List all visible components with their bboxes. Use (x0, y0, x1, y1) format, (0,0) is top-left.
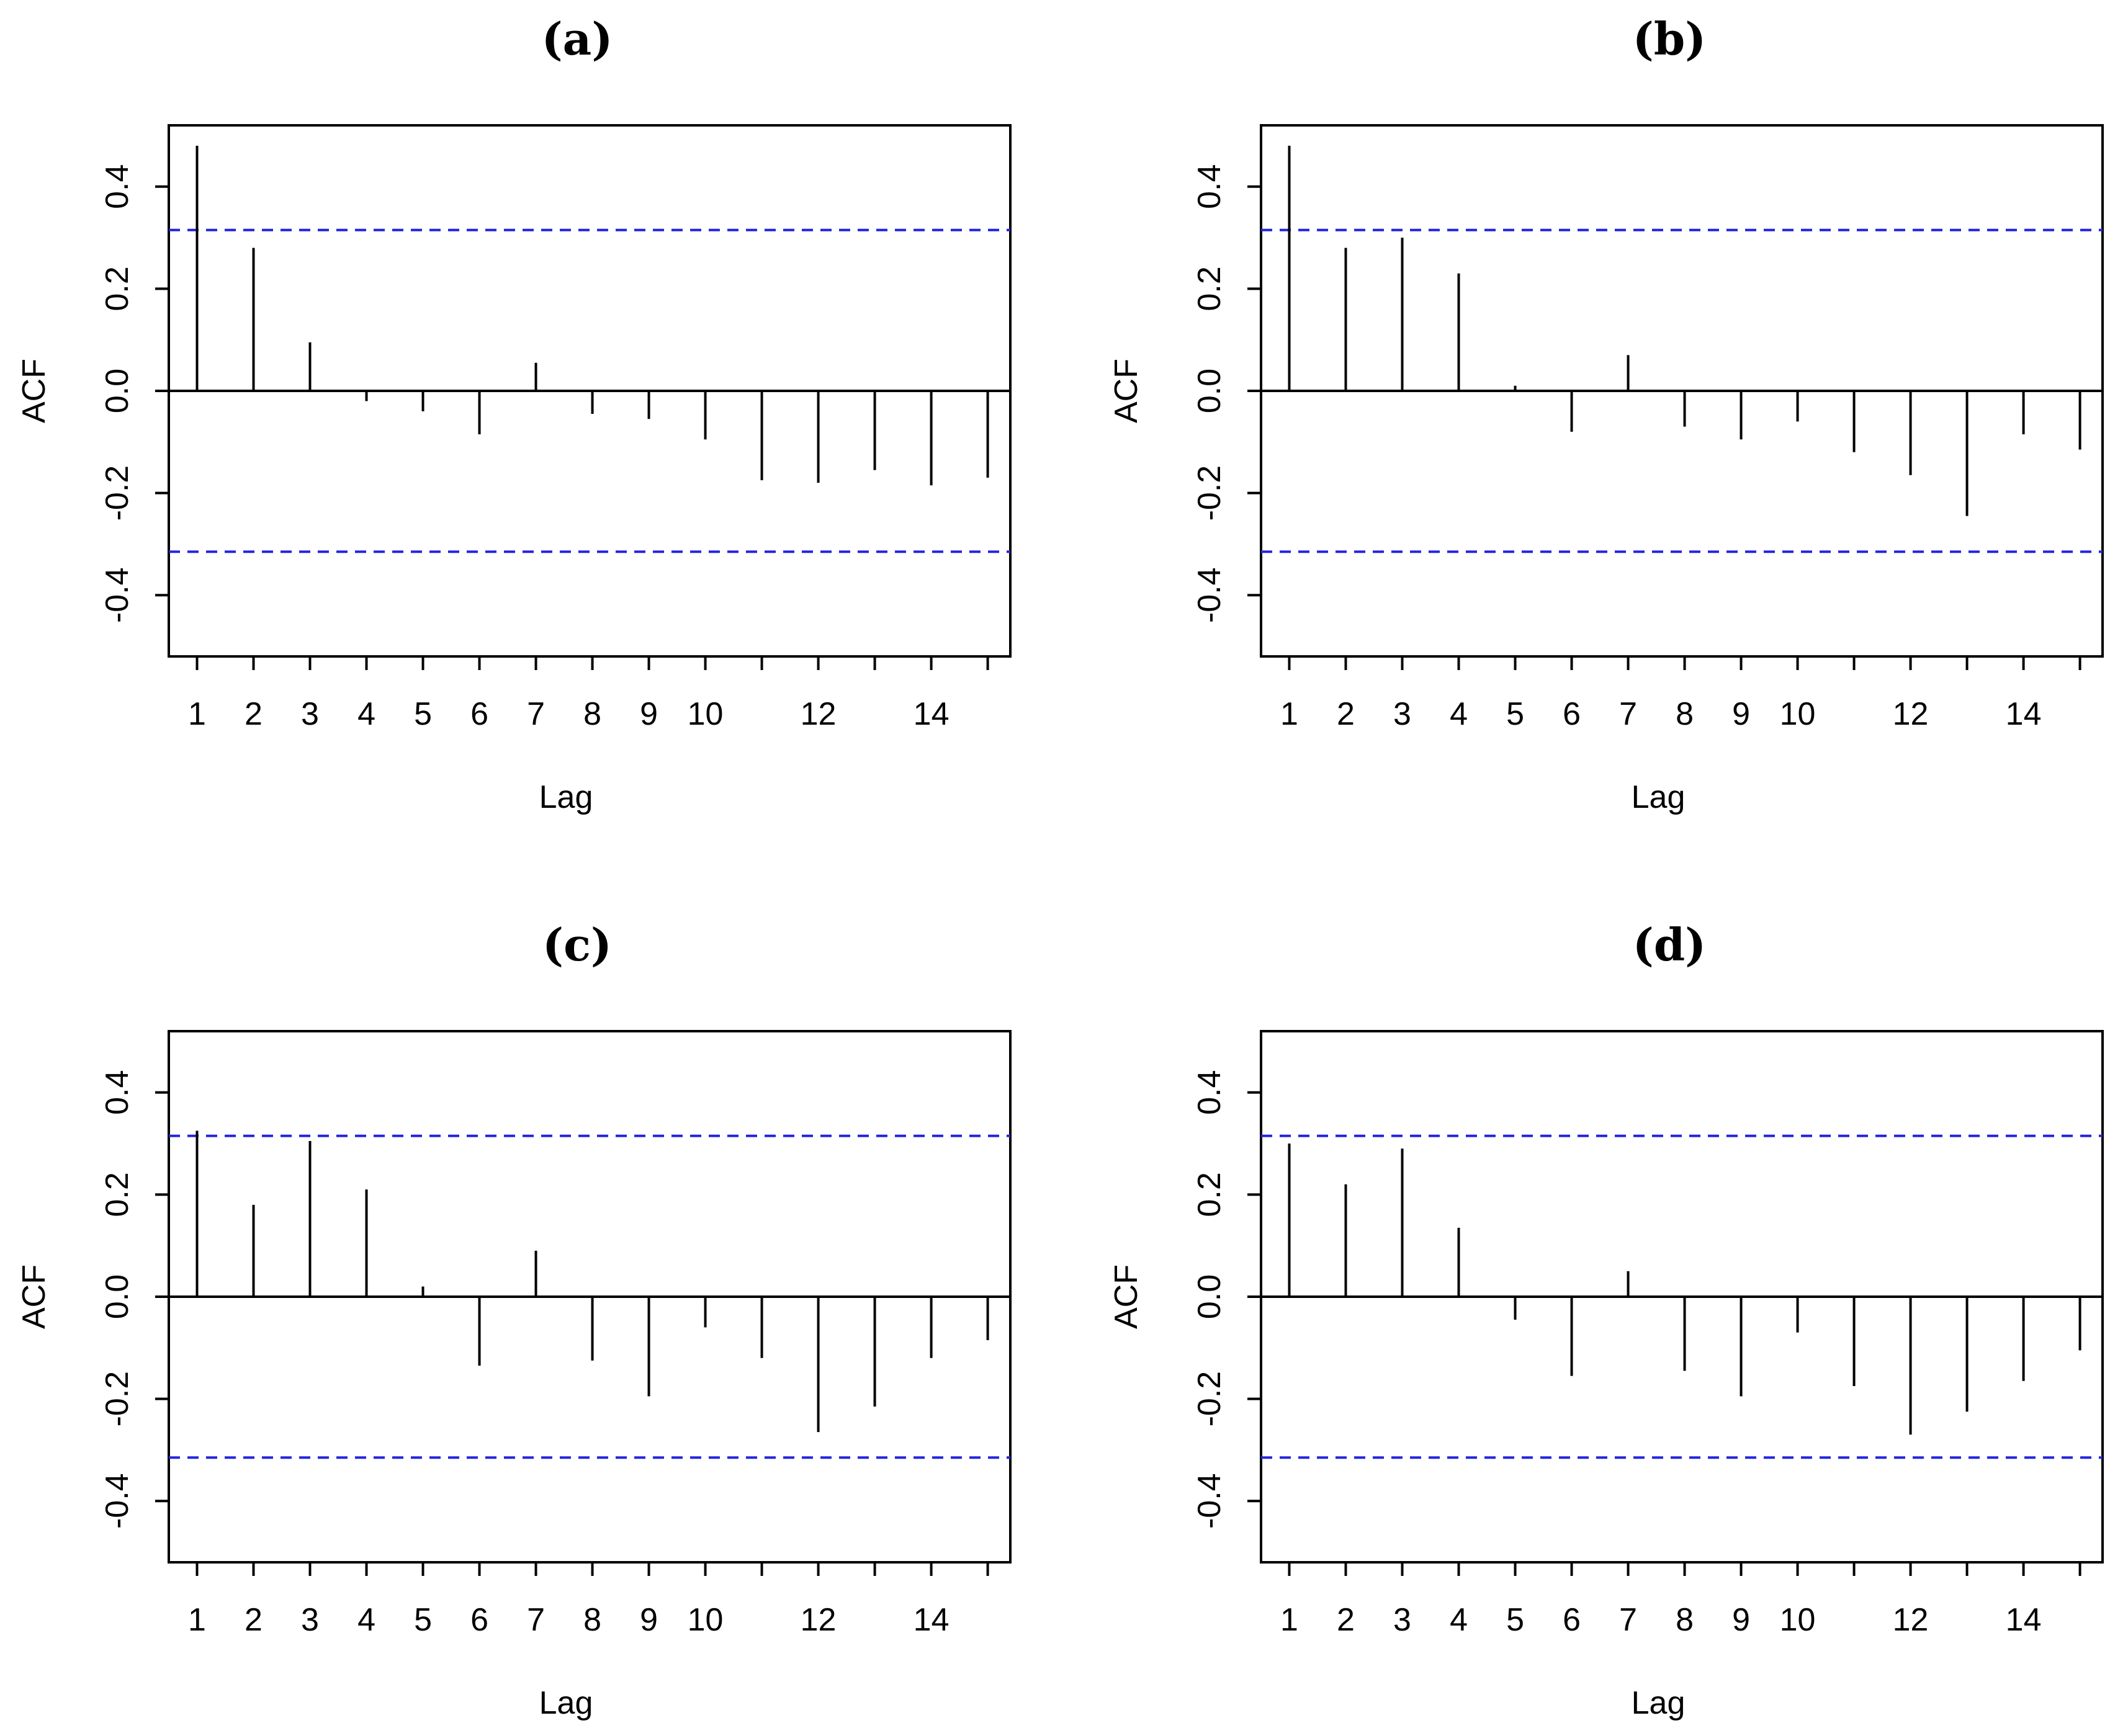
x-tick-label: 14 (2006, 1602, 2042, 1638)
x-tick-label: 2 (245, 696, 263, 732)
x-tick-label: 5 (414, 1602, 432, 1638)
y-tick-label: -0.2 (99, 1371, 135, 1427)
panel-title: (c) (542, 918, 612, 971)
x-axis-label: Lag (1632, 1685, 1686, 1721)
x-tick-label: 4 (357, 1602, 375, 1638)
x-tick-label: 8 (583, 696, 601, 732)
x-tick-label: 3 (1393, 696, 1411, 732)
x-tick-label: 14 (914, 696, 950, 732)
panel-title: (d) (1633, 918, 1706, 971)
x-tick-label: 9 (640, 696, 658, 732)
y-tick-label: 0.2 (1192, 266, 1228, 311)
x-tick-label: 10 (1780, 1602, 1816, 1638)
x-tick-label: 7 (527, 696, 545, 732)
x-tick-label: 2 (1337, 1602, 1355, 1638)
x-tick-label: 8 (1676, 1602, 1694, 1638)
x-tick-label: 1 (1280, 1602, 1298, 1638)
x-tick-label: 12 (1893, 1602, 1929, 1638)
x-axis-label: Lag (539, 779, 593, 815)
x-tick-label: 7 (1619, 1602, 1637, 1638)
y-tick-label: -0.2 (1192, 1371, 1228, 1427)
x-tick-label: 5 (1506, 1602, 1524, 1638)
x-tick-label: 12 (801, 696, 837, 732)
x-tick-label: 7 (527, 1602, 545, 1638)
panel-c: (c)1 2 3 4 5 6 7 8 9 10 12 14-0.4-0.20.00.20.4LagAC… (16, 918, 1012, 1721)
y-tick-label: 0.0 (1192, 369, 1228, 413)
x-tick-label: 6 (470, 696, 488, 732)
panel-b: (b)1 2 3 4 5 6 7 8 9 10 12 14-0.4-0.20.00.20.4LagAC… (1108, 12, 2104, 815)
x-tick-label: 5 (414, 696, 432, 732)
x-tick-label: 8 (1676, 696, 1694, 732)
y-tick-label: -0.2 (99, 465, 135, 521)
x-tick-label: 1 (188, 696, 206, 732)
x-tick-label: 3 (301, 696, 319, 732)
y-axis-label: ACF (1108, 1264, 1144, 1329)
x-tick-label: 2 (1337, 696, 1355, 732)
x-axis-label: Lag (539, 1685, 593, 1721)
y-axis-label: ACF (16, 359, 52, 423)
y-tick-label: 0.2 (99, 1172, 135, 1217)
x-tick-label: 6 (470, 1602, 488, 1638)
x-tick-label: 4 (357, 696, 375, 732)
x-tick-label: 8 (583, 1602, 601, 1638)
y-tick-label: 0.4 (1192, 164, 1228, 209)
x-tick-label: 10 (688, 696, 724, 732)
x-tick-label: 6 (1563, 1602, 1581, 1638)
x-tick-label: 1 (1280, 696, 1298, 732)
x-axis-label: Lag (1632, 779, 1686, 815)
y-tick-label: 0.0 (99, 369, 135, 413)
y-tick-label: 0.4 (99, 164, 135, 209)
panel-title: (a) (542, 12, 613, 65)
x-tick-label: 4 (1450, 696, 1468, 732)
x-tick-label: 9 (640, 1602, 658, 1638)
y-tick-label: 0.2 (99, 266, 135, 311)
y-tick-label: -0.4 (99, 567, 135, 623)
y-tick-label: 0.0 (1192, 1274, 1228, 1319)
y-tick-label: 0.2 (1192, 1172, 1228, 1217)
x-tick-label: 2 (245, 1602, 263, 1638)
y-tick-label: 0.4 (1192, 1070, 1228, 1115)
y-tick-label: 0.0 (99, 1274, 135, 1319)
x-tick-label: 3 (301, 1602, 319, 1638)
x-tick-label: 9 (1732, 696, 1750, 732)
y-axis-label: ACF (1108, 359, 1144, 423)
y-tick-label: 0.4 (99, 1070, 135, 1115)
y-tick-label: -0.4 (1192, 567, 1228, 623)
x-tick-label: 1 (188, 1602, 206, 1638)
x-tick-label: 7 (1619, 696, 1637, 732)
y-axis-label: ACF (16, 1264, 52, 1329)
x-tick-label: 10 (1780, 696, 1816, 732)
x-tick-label: 14 (914, 1602, 950, 1638)
y-tick-label: -0.2 (1192, 465, 1228, 521)
x-tick-label: 3 (1393, 1602, 1411, 1638)
x-tick-label: 6 (1563, 696, 1581, 732)
x-tick-label: 10 (688, 1602, 724, 1638)
y-tick-label: -0.4 (1192, 1473, 1228, 1529)
x-tick-label: 4 (1450, 1602, 1468, 1638)
x-tick-label: 5 (1506, 696, 1524, 732)
y-tick-label: -0.4 (99, 1473, 135, 1529)
panel-title: (b) (1633, 12, 1706, 65)
x-tick-label: 14 (2006, 696, 2042, 732)
x-tick-label: 12 (1893, 696, 1929, 732)
panel-d: (d)1 2 3 4 5 6 7 8 9 10 12 14-0.4-0.20.00.20.4LagAC… (1108, 918, 2104, 1721)
x-tick-label: 12 (801, 1602, 837, 1638)
x-tick-label: 9 (1732, 1602, 1750, 1638)
panel-a: (a)1 2 3 4 5 6 7 8 9 10 12 14-0.4-0.20.00.20.4LagAC… (16, 12, 1012, 815)
